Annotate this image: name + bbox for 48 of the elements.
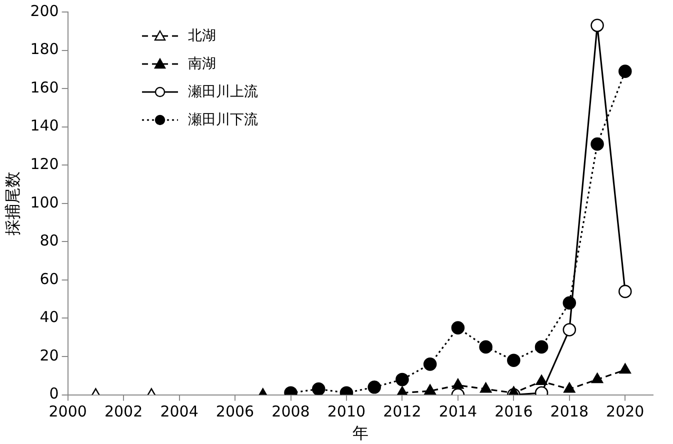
point (534, 340, 548, 354)
point (312, 382, 326, 395)
x-tick-label: 2012 (383, 402, 422, 421)
x-axis-title: 年 (352, 424, 368, 443)
point (423, 358, 437, 371)
point (591, 372, 604, 384)
legend-label: 北湖 (188, 27, 216, 45)
x-tick-label: 2018 (550, 402, 588, 421)
y-tick-label: 80 (40, 232, 59, 250)
point (536, 374, 548, 386)
y-tick-label: 140 (30, 116, 59, 135)
legend-label: 南湖 (188, 55, 216, 73)
point (564, 382, 576, 393)
point (368, 380, 381, 394)
x-tick-label: 2000 (48, 402, 87, 421)
x-tick-label: 2014 (438, 402, 478, 421)
y-tick-label: 100 (30, 193, 59, 212)
point (619, 363, 631, 374)
point (479, 340, 492, 354)
point (618, 284, 632, 298)
x-tick-label: 2006 (216, 402, 254, 421)
point (451, 321, 465, 334)
legend-label: 瀬田川上流 (188, 83, 258, 101)
x-tick-label: 2010 (327, 402, 366, 421)
y-tick-label: 120 (30, 155, 59, 174)
x-tick-label: 2020 (606, 402, 644, 421)
point (424, 384, 436, 395)
y-tick-label: 0 (49, 384, 59, 403)
y-tick-label: 40 (40, 308, 59, 326)
y-tick-label: 200 (30, 2, 59, 20)
y-tick-label: 20 (40, 346, 59, 364)
y-axis-title: 採捕尾数 (2, 171, 22, 236)
point (507, 354, 520, 367)
legend-label: 瀬田川下流 (188, 111, 258, 129)
x-tick-label: 2002 (104, 402, 143, 421)
x-tick-label: 2008 (272, 402, 310, 421)
y-tick-label: 160 (30, 78, 59, 96)
x-tick-label: 2004 (160, 402, 198, 421)
point (562, 323, 576, 336)
y-tick-label: 60 (40, 270, 59, 288)
point (480, 382, 492, 393)
point (452, 378, 464, 389)
point (618, 64, 632, 78)
y-tick-label: 180 (30, 40, 59, 58)
point (396, 372, 409, 386)
point (590, 137, 604, 151)
point (590, 18, 604, 32)
x-tick-label: 2016 (494, 402, 533, 421)
